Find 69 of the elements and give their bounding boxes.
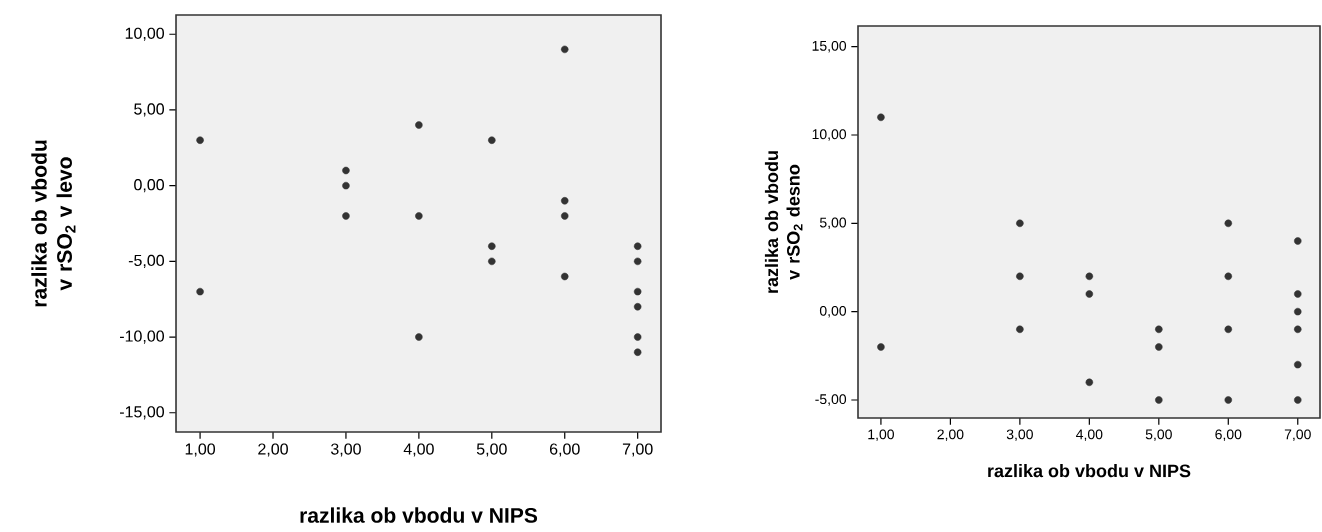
point xyxy=(877,113,885,122)
x-tick-label: 2,00 xyxy=(937,429,964,441)
x-tick-label: 1,00 xyxy=(185,443,216,457)
point xyxy=(633,242,642,250)
x-tick-label: 7,00 xyxy=(1284,429,1311,441)
point xyxy=(633,257,642,266)
point xyxy=(633,287,642,296)
y-tick-label: -5,00 xyxy=(128,254,165,268)
y-tick-label: -10,00 xyxy=(119,330,165,344)
point xyxy=(1224,219,1233,228)
point xyxy=(561,197,569,205)
x-tick-label: 1,00 xyxy=(868,429,894,441)
y-tick-label: 0,00 xyxy=(819,305,847,318)
point xyxy=(1224,396,1233,404)
x-tick-label: 3,00 xyxy=(1006,429,1033,441)
y-tick-label: 5,00 xyxy=(134,103,165,117)
point xyxy=(633,333,642,341)
y-tick-label: -15,00 xyxy=(119,406,165,420)
x-tick-label: 7,00 xyxy=(622,443,653,457)
point xyxy=(342,212,350,220)
point xyxy=(877,343,885,351)
point xyxy=(1155,396,1163,404)
point xyxy=(1085,378,1094,387)
point xyxy=(1224,325,1233,334)
point xyxy=(1155,325,1163,334)
point xyxy=(1294,290,1302,298)
x-tick-label: 5,00 xyxy=(476,443,507,457)
point xyxy=(1224,272,1233,281)
point xyxy=(415,212,423,220)
x-tick-label: 4,00 xyxy=(1076,429,1103,441)
point xyxy=(1294,396,1302,404)
point xyxy=(415,121,423,129)
x-tick-label: 6,00 xyxy=(1215,429,1242,441)
x-axis-title: razlika ob vbodu v NIPS xyxy=(300,507,538,523)
y-tick-label: -5,00 xyxy=(815,394,847,406)
point xyxy=(196,136,204,144)
point xyxy=(415,333,423,341)
x-tick-label: 3,00 xyxy=(330,443,361,457)
point xyxy=(1016,219,1024,228)
point xyxy=(488,136,496,144)
point xyxy=(561,272,569,281)
point xyxy=(561,45,569,54)
y-tick-label: 5,00 xyxy=(819,217,847,230)
y-tick-label: 10,00 xyxy=(125,27,165,41)
point xyxy=(1294,307,1302,316)
point xyxy=(1294,237,1302,245)
y-tick-label: 10,00 xyxy=(812,129,847,141)
point xyxy=(1085,272,1094,281)
point xyxy=(342,166,350,175)
point xyxy=(561,212,569,220)
y-tick-label: 15,00 xyxy=(812,40,847,53)
x-tick-label: 5,00 xyxy=(1145,429,1172,441)
point xyxy=(1294,360,1302,369)
x-axis-title: razlika ob vbodu v NIPS xyxy=(988,464,1191,478)
y-tick-label: 0,00 xyxy=(134,179,165,193)
x-tick-label: 6,00 xyxy=(549,443,580,457)
point xyxy=(1085,290,1094,298)
point xyxy=(488,242,496,250)
x-tick-label: 2,00 xyxy=(258,443,288,457)
point xyxy=(1016,272,1024,281)
x-tick-label: 4,00 xyxy=(403,443,434,457)
point xyxy=(633,348,642,356)
point xyxy=(1294,325,1302,334)
point xyxy=(342,181,350,190)
point xyxy=(196,287,204,296)
point xyxy=(1016,325,1024,334)
point xyxy=(633,303,642,311)
point xyxy=(488,257,496,266)
point xyxy=(1155,343,1163,351)
